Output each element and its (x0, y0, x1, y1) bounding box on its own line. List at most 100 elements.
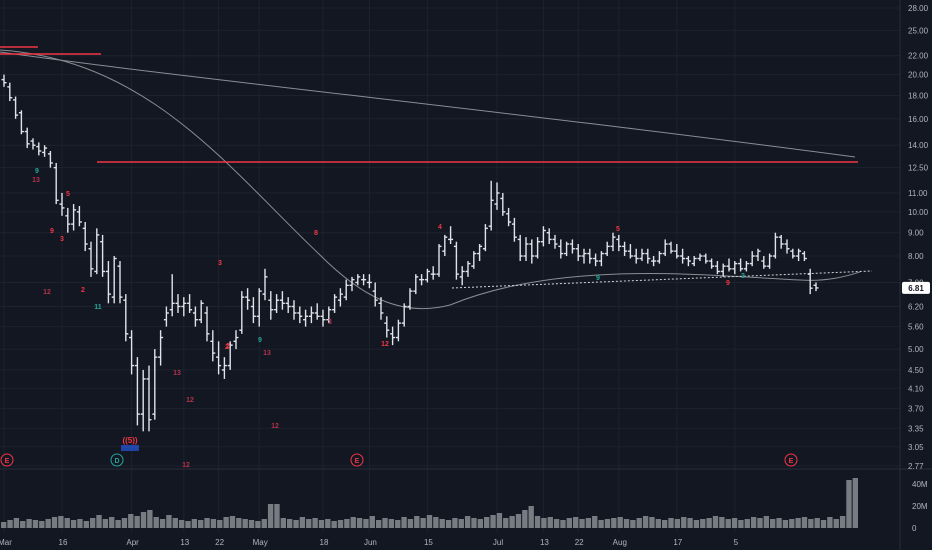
ohlc-bar (361, 274, 367, 286)
volume-bar (299, 517, 306, 528)
volume-bar (337, 520, 344, 528)
ohlc-bar (656, 251, 662, 264)
event-marker: E (0, 453, 14, 467)
count-label: 2 (81, 287, 85, 294)
ohlc-bar (772, 232, 778, 259)
volume-bar (407, 519, 414, 528)
volume-bar (833, 519, 839, 528)
volume-bar (541, 518, 547, 528)
volume-bar (585, 518, 592, 528)
volume-bar (426, 515, 433, 528)
volume-bar (623, 519, 630, 528)
ohlc-bar (221, 357, 227, 379)
volume-bar (801, 517, 808, 528)
volume-bar (236, 518, 242, 528)
ohlc-bar (546, 228, 552, 245)
ohlc-bar (709, 258, 715, 269)
ohlc-bar (163, 306, 169, 327)
count-label: 5 (66, 191, 70, 198)
ohlc-bar (471, 251, 477, 269)
ohlc-bar (59, 192, 65, 216)
volume-bar (7, 520, 13, 528)
count-label: 12 (186, 397, 194, 404)
volume-bar (655, 519, 661, 528)
ohlc-bar (76, 205, 82, 227)
price-tick-label: 22.00 (908, 52, 929, 61)
volume-bar (471, 518, 477, 528)
volume-bar (522, 510, 528, 528)
ohlc-bar (482, 224, 488, 252)
volume-bar (661, 520, 668, 528)
volume-bar (496, 513, 503, 528)
volume-bar (515, 514, 522, 528)
event-circle (0, 453, 14, 467)
volume-bar (534, 516, 541, 528)
volume-bar (109, 517, 115, 528)
volume-bar (198, 520, 204, 528)
ohlc-bar (146, 365, 152, 432)
ohlc-bar (117, 261, 123, 304)
ohlc-bar (697, 253, 703, 262)
time-tick-label: May (253, 538, 268, 547)
ohlc-bar (616, 234, 622, 252)
count-label: 12 (381, 341, 389, 348)
volume-bar (147, 510, 153, 528)
ohlc-bar (610, 232, 616, 252)
price-tick-label: 5.00 (908, 345, 924, 354)
price-tick-label: 4.50 (908, 366, 924, 375)
volume-bar (242, 519, 248, 528)
volume-bar (706, 518, 712, 528)
ohlc-bar (390, 326, 396, 346)
ohlc-bar (500, 192, 506, 216)
volume-bar (604, 519, 611, 528)
ohlc-bar (198, 300, 204, 324)
ohlc-bar (540, 226, 546, 247)
volume-bar (490, 515, 496, 528)
ohlc-bar (598, 251, 604, 267)
ohlc-bar (622, 241, 628, 257)
volume-bar (757, 518, 763, 528)
ohlc-bar (790, 248, 796, 259)
ohlc-bar (13, 96, 19, 119)
ma-200-line (0, 51, 856, 158)
price-tick-label: 4.10 (908, 384, 924, 393)
ohlc-bar (784, 239, 790, 254)
ohlc-bar (204, 306, 210, 342)
volume-bar (223, 517, 229, 528)
ohlc-bar (262, 268, 268, 301)
time-tick-label: 13 (540, 538, 549, 547)
time-tick-label: Jul (493, 538, 503, 547)
count-label: 13 (173, 370, 181, 377)
volume-bar (261, 519, 267, 528)
volume-bar (445, 520, 452, 528)
price-badge-value: 6.81 (908, 284, 924, 293)
count-label: 13 (263, 350, 271, 357)
ohlc-bar (36, 142, 42, 156)
volume-bar (846, 480, 852, 528)
ohlc-bar (523, 237, 529, 262)
price-tick-label: 14.00 (908, 141, 929, 150)
ohlc-bar (506, 207, 512, 227)
ohlc-bar (477, 244, 483, 262)
ohlc-bar (111, 256, 117, 304)
volume-bar (64, 518, 70, 528)
elliott-wave-label: ((5)) (122, 436, 137, 445)
price-tick-label: 18.00 (908, 91, 929, 100)
moving-average-lines (0, 49, 861, 310)
ohlc-bar (645, 248, 651, 264)
volume-bar (560, 520, 566, 528)
ohlc-bar (668, 241, 674, 254)
time-axis[interactable]: Mar 16 Apr 13 22 May 18 Jun 15 Jul 13 22 Aug 17 5 (0, 538, 739, 547)
event-letter: E (789, 458, 794, 465)
volume-bar (274, 504, 280, 528)
price-tick-label: 9.00 (908, 229, 924, 238)
ohlc-bar (767, 253, 773, 269)
ohlc-bar (291, 300, 297, 320)
volume-bar (96, 515, 102, 528)
price-axis[interactable]: 28.00 25.00 22.00 20.00 18.00 16.00 14.00 12.50… (908, 4, 929, 533)
volume-bar (681, 517, 687, 528)
ohlc-bar (355, 274, 361, 286)
volume-bar (185, 521, 191, 528)
volume-bar (166, 515, 172, 528)
